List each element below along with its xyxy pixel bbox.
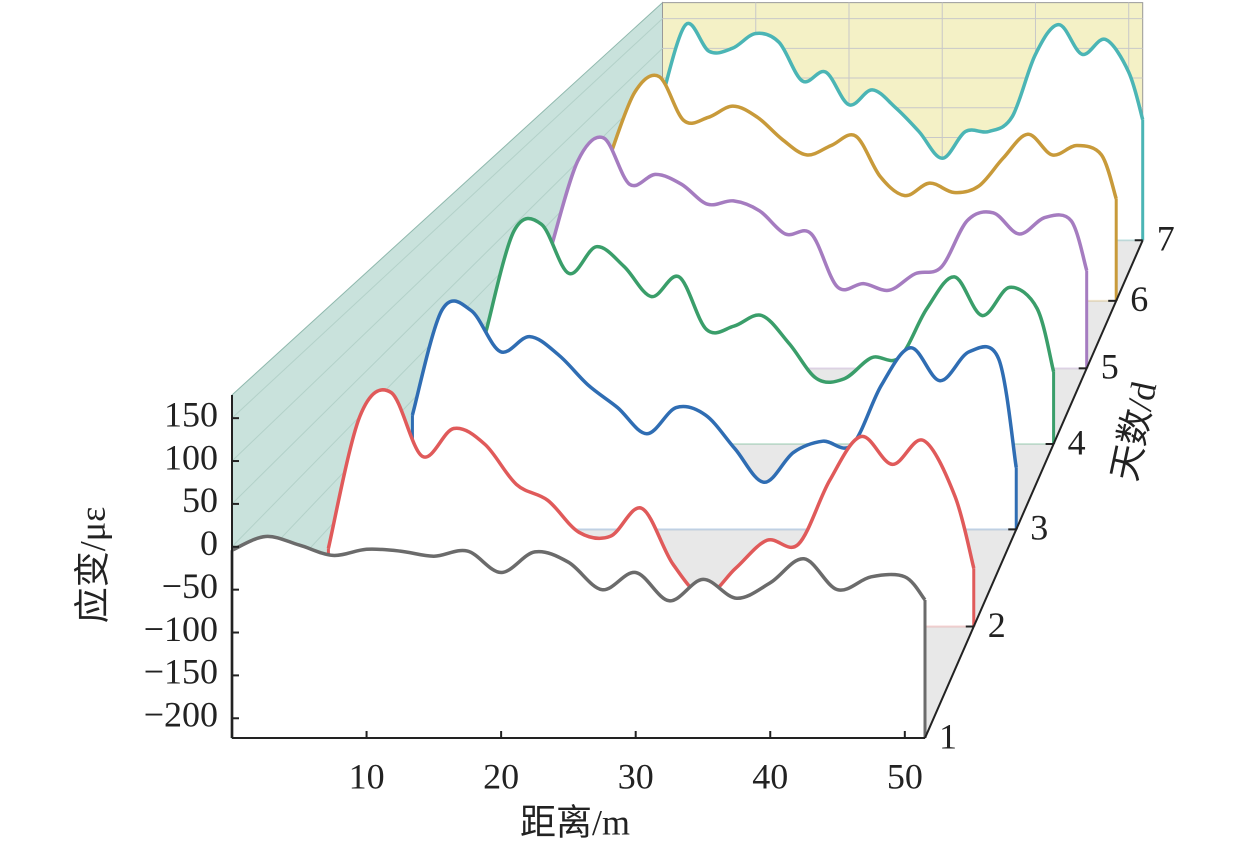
y-axis-label: 应变/με (72, 507, 112, 623)
y-tick-label: −100 (144, 609, 218, 649)
z-tick-label: 7 (1157, 219, 1175, 259)
z-tick-label: 3 (1030, 508, 1048, 548)
series-line (231, 534, 927, 603)
y-tick-label: 0 (200, 523, 218, 563)
series-line (660, 21, 1145, 161)
side-grid-line (231, 18, 663, 419)
z-tick-label: 4 (1068, 422, 1086, 462)
y-tick-label: 50 (182, 480, 218, 520)
x-tick-label: 20 (483, 756, 519, 796)
series-line (484, 216, 1056, 384)
y-tick-label: 100 (164, 437, 218, 477)
z-tick-label: 6 (1130, 279, 1148, 319)
side-grid-line (231, 47, 663, 462)
z-tick-label: 5 (1101, 347, 1119, 387)
x-tick-label: 40 (752, 756, 788, 796)
x-tick-label: 50 (887, 756, 923, 796)
z-tick-label: 2 (988, 605, 1006, 645)
ribbon-occluder (232, 536, 925, 738)
series-line (608, 73, 1118, 200)
x-axis-label: 距离/m (520, 802, 630, 842)
y-tick-label: 150 (164, 394, 218, 434)
ribbons (230, 21, 1145, 739)
y-tick-label: −200 (144, 695, 218, 735)
series-line (410, 299, 1018, 485)
series-line (550, 135, 1089, 293)
series-line (326, 388, 976, 598)
x-tick-label: 30 (618, 756, 654, 796)
y-tick-label: −50 (162, 566, 218, 606)
z-axis-label: 天数/d (1104, 378, 1164, 484)
x-tick-label: 10 (349, 756, 385, 796)
y-tick-label: −150 (144, 652, 218, 692)
z-axis (924, 239, 1144, 739)
z-tick-label: 1 (939, 716, 957, 756)
